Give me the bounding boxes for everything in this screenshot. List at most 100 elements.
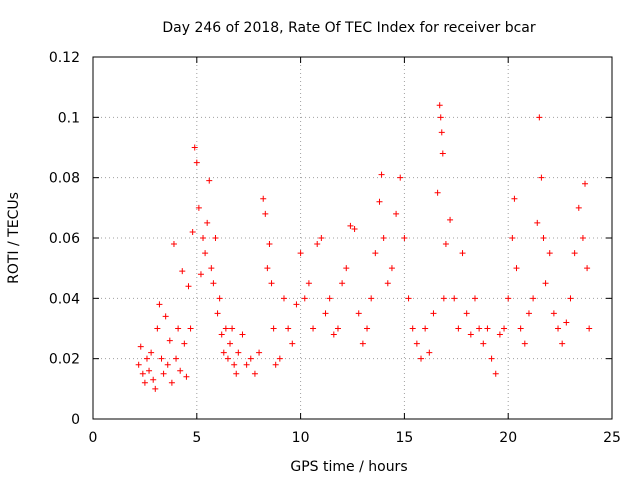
data-point xyxy=(227,340,234,347)
data-point xyxy=(467,331,474,338)
data-point xyxy=(418,355,425,362)
data-point xyxy=(582,180,589,187)
data-point xyxy=(484,325,491,332)
data-point xyxy=(364,325,371,332)
data-point xyxy=(351,225,358,232)
x-tick-labels: 0 5 10 15 20 25 xyxy=(89,430,621,446)
data-point xyxy=(168,379,175,386)
y-tick-label: 0.04 xyxy=(49,291,80,307)
data-point xyxy=(339,280,346,287)
y-axis-label: ROTI / TECUs xyxy=(6,192,22,284)
y-tick-label: 0.08 xyxy=(49,171,80,187)
data-point xyxy=(216,295,223,302)
data-point xyxy=(384,280,391,287)
data-point xyxy=(152,385,159,392)
data-point xyxy=(270,325,277,332)
data-point xyxy=(393,210,400,217)
data-point xyxy=(376,198,383,205)
data-point xyxy=(413,340,420,347)
data-point xyxy=(322,310,329,317)
data-point xyxy=(177,367,184,374)
data-point xyxy=(372,250,379,257)
data-point xyxy=(496,331,503,338)
data-point xyxy=(195,204,202,211)
data-point xyxy=(170,241,177,248)
data-point xyxy=(447,216,454,223)
data-point xyxy=(440,295,447,302)
data-point xyxy=(206,177,213,184)
data-point xyxy=(563,319,570,326)
data-point xyxy=(579,235,586,241)
data-point xyxy=(318,235,325,241)
data-point xyxy=(173,355,180,362)
data-point xyxy=(550,310,557,317)
data-point xyxy=(247,355,254,362)
data-point xyxy=(212,235,219,241)
x-tick-label: 10 xyxy=(292,430,310,446)
data-point xyxy=(426,349,433,356)
x-tick-label: 25 xyxy=(603,430,621,446)
data-point xyxy=(266,241,273,248)
data-point xyxy=(166,337,173,344)
data-point xyxy=(459,250,466,257)
y-tick-label: 0.06 xyxy=(49,231,80,247)
data-points xyxy=(135,102,593,392)
y-tick-label: 0.12 xyxy=(49,50,80,66)
data-point xyxy=(343,265,350,272)
data-point xyxy=(542,280,549,287)
data-point xyxy=(220,349,227,356)
data-point xyxy=(536,114,543,121)
data-point xyxy=(388,265,395,272)
data-point xyxy=(251,370,258,377)
data-point xyxy=(200,235,207,241)
data-point xyxy=(436,102,443,109)
data-point xyxy=(276,355,283,362)
data-point xyxy=(488,355,495,362)
data-point xyxy=(158,355,165,362)
data-point xyxy=(501,325,508,332)
data-point xyxy=(347,222,354,229)
data-point xyxy=(179,268,186,275)
data-point xyxy=(334,325,341,332)
y-tick-label: 0.02 xyxy=(49,352,80,368)
data-point xyxy=(187,325,194,332)
plot-frame xyxy=(92,56,613,420)
data-point xyxy=(164,361,171,368)
data-point xyxy=(218,331,225,338)
data-point xyxy=(191,144,198,151)
data-point xyxy=(139,370,146,377)
data-point xyxy=(368,295,375,302)
data-point xyxy=(405,295,412,302)
data-point xyxy=(525,310,532,317)
data-point xyxy=(231,361,238,368)
data-point xyxy=(154,325,161,332)
data-point xyxy=(521,340,528,347)
data-point xyxy=(471,295,478,302)
data-point xyxy=(397,174,404,181)
data-point xyxy=(185,283,192,290)
data-point xyxy=(160,370,167,377)
data-point xyxy=(280,295,287,302)
data-point xyxy=(401,235,408,241)
data-point xyxy=(430,310,437,317)
data-point xyxy=(301,295,308,302)
data-point xyxy=(208,265,215,272)
x-tick-label: 5 xyxy=(192,430,201,446)
data-point xyxy=(264,265,271,272)
data-point xyxy=(586,325,593,332)
data-point xyxy=(559,340,566,347)
data-point xyxy=(546,250,553,257)
data-point xyxy=(555,325,562,332)
data-point xyxy=(150,376,157,383)
data-point xyxy=(326,295,333,302)
data-point xyxy=(293,301,300,308)
data-point xyxy=(272,361,279,368)
x-axis-label: GPS time / hours xyxy=(290,459,407,475)
data-point xyxy=(235,349,242,356)
y-tick-label: 0.1 xyxy=(58,110,80,126)
y-tick-labels: 0 0.02 0.04 0.06 0.08 0.1 0.12 xyxy=(49,50,80,428)
data-point xyxy=(567,295,574,302)
data-point xyxy=(314,241,321,248)
data-point xyxy=(256,349,263,356)
